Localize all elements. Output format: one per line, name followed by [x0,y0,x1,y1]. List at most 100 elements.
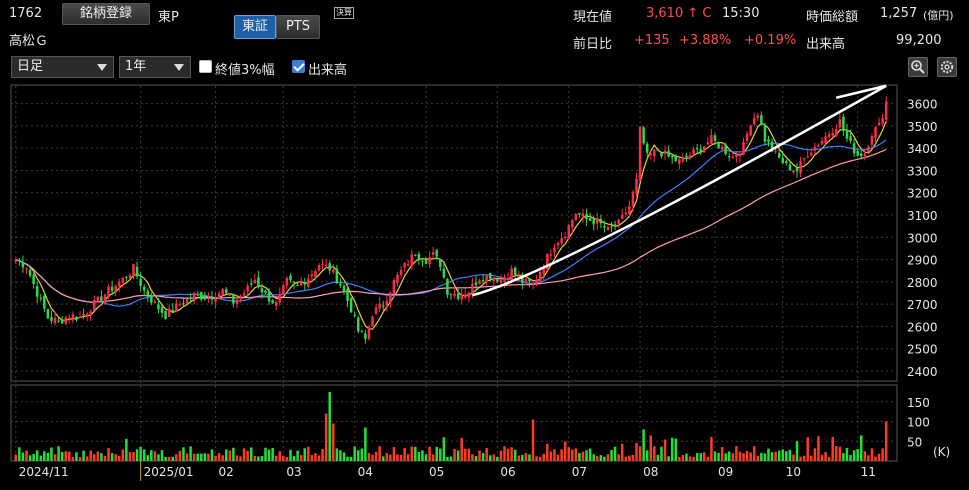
volume-bar [303,448,306,461]
option-volume-checkbox[interactable] [292,60,305,73]
candle [749,124,752,137]
candle [877,117,881,126]
settlement-badge[interactable]: 決算 [334,7,354,19]
candle [560,231,563,246]
volume-bar [760,452,763,461]
candle [574,212,578,222]
register-button[interactable]: 銘柄登録 [62,3,150,25]
candle [460,288,463,304]
volume-axis: 50 100 150 (K) [907,396,950,459]
range-select[interactable]: 1年 [119,56,191,78]
volume-bar [164,456,167,461]
volume-bar [182,447,185,461]
price-tick-label: 3000 [907,231,938,245]
volume-bar [242,448,246,461]
candles [14,96,888,344]
settings-button[interactable] [937,57,957,77]
candle [396,272,399,287]
volume-bar [856,449,859,461]
price-tick-label: 2400 [907,365,938,379]
candle [810,148,813,157]
volume-bar [239,456,242,461]
volume-bar [107,448,110,461]
price-panel-frame [10,84,898,382]
volume-bar [620,443,624,461]
zoom-button[interactable] [908,57,928,77]
candle [799,156,802,178]
volume-bar [813,448,817,461]
candle [549,248,553,260]
candle [781,151,785,165]
candle [581,208,585,223]
candle [588,212,592,222]
candle [699,144,702,155]
candle [688,152,692,161]
volume-bar [274,455,278,461]
candle [160,305,164,318]
volume-tick-label: 50 [907,435,922,449]
volume-bar [442,437,446,461]
volume-bar [688,456,692,461]
candle [852,138,856,158]
volume-bar [631,454,635,461]
volume-bar [357,450,360,461]
period-select[interactable]: 日足 [11,56,114,78]
option-close3pct-checkbox[interactable] [199,60,212,73]
volume-bar [28,455,32,461]
volume-bar [385,453,389,461]
volume-bar [396,454,399,461]
volume-bar [517,455,521,461]
volume-bar [859,435,863,461]
volume-bar [310,455,314,461]
candle [571,218,574,233]
candle [849,129,852,144]
volume-bar [110,453,114,461]
volume-bar [806,437,809,461]
candle [50,310,53,324]
time-tick-label: 04 [358,465,373,479]
volume-bar [535,456,538,461]
candle [217,290,221,300]
candle [246,283,249,296]
volume-bar [624,456,628,461]
volume-bar [881,448,884,461]
volume-bar [392,447,396,461]
candle [110,280,114,296]
candle [249,278,253,288]
candle [346,284,349,308]
price-axis: 2400 2500 2600 2700 2800 2900 3000 3100 3200 3300… [907,98,938,379]
volume-bar [46,452,50,461]
candle [678,157,681,170]
option-volume-label[interactable]: 出来高 [308,63,348,78]
volume-bar [289,449,292,461]
time-tick-label: 09 [718,465,733,479]
volume-bar [153,451,157,461]
candle [884,96,888,124]
volume-bar [328,391,331,461]
candle [189,293,192,304]
volume-bar [431,454,435,461]
volume-bar [852,450,856,461]
tab-tosho[interactable]: 東証 [234,15,276,39]
tab-pts[interactable]: PTS [276,15,320,39]
candle [385,296,389,312]
option-close3pct-label[interactable]: 終値3%幅 [215,63,275,78]
candle [745,131,749,145]
volume-bar [717,452,720,461]
volume-bar [549,451,553,461]
volume-bar [863,451,867,461]
candle [399,265,403,279]
up-arrow-icon: ↑ [687,6,699,21]
volume-bar [553,449,556,461]
volume-bar [849,454,852,461]
volume-bar [724,453,727,461]
price-tick-label: 2600 [907,320,938,334]
volume-bar [78,457,82,461]
candle [121,276,125,288]
volume-bar [235,455,239,461]
candle [613,220,617,231]
candle [200,291,203,302]
volume-bar [267,449,271,461]
volume-bar [167,456,171,461]
